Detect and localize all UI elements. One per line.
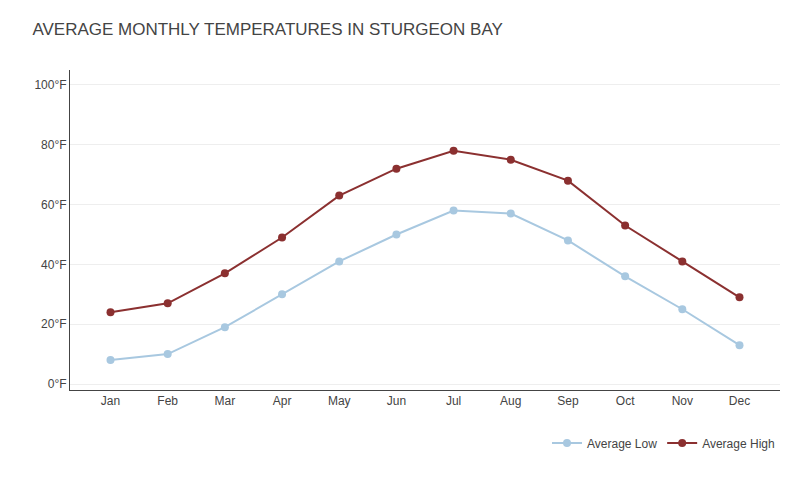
svg-text:100°F: 100°F <box>34 78 66 92</box>
svg-text:Sep: Sep <box>557 394 579 408</box>
svg-text:20°F: 20°F <box>41 317 66 331</box>
svg-text:40°F: 40°F <box>41 258 66 272</box>
svg-text:0°F: 0°F <box>48 377 67 391</box>
svg-text:Feb: Feb <box>157 394 178 408</box>
svg-text:Dec: Dec <box>729 394 750 408</box>
svg-text:Mar: Mar <box>215 394 236 408</box>
svg-text:May: May <box>328 394 351 408</box>
svg-text:80°F: 80°F <box>41 138 66 152</box>
svg-text:AVERAGE MONTHLY TEMPERATURES I: AVERAGE MONTHLY TEMPERATURES IN STURGEON… <box>32 20 502 39</box>
svg-text:Jun: Jun <box>387 394 406 408</box>
svg-text:Jul: Jul <box>446 394 461 408</box>
svg-text:Jan: Jan <box>101 394 120 408</box>
svg-text:Nov: Nov <box>672 394 693 408</box>
svg-text:60°F: 60°F <box>41 198 66 212</box>
svg-text:Apr: Apr <box>273 394 292 408</box>
svg-text:Aug: Aug <box>500 394 521 408</box>
svg-text:Average High: Average High <box>702 437 775 451</box>
svg-text:Average Low: Average Low <box>587 437 657 451</box>
svg-text:Oct: Oct <box>616 394 635 408</box>
